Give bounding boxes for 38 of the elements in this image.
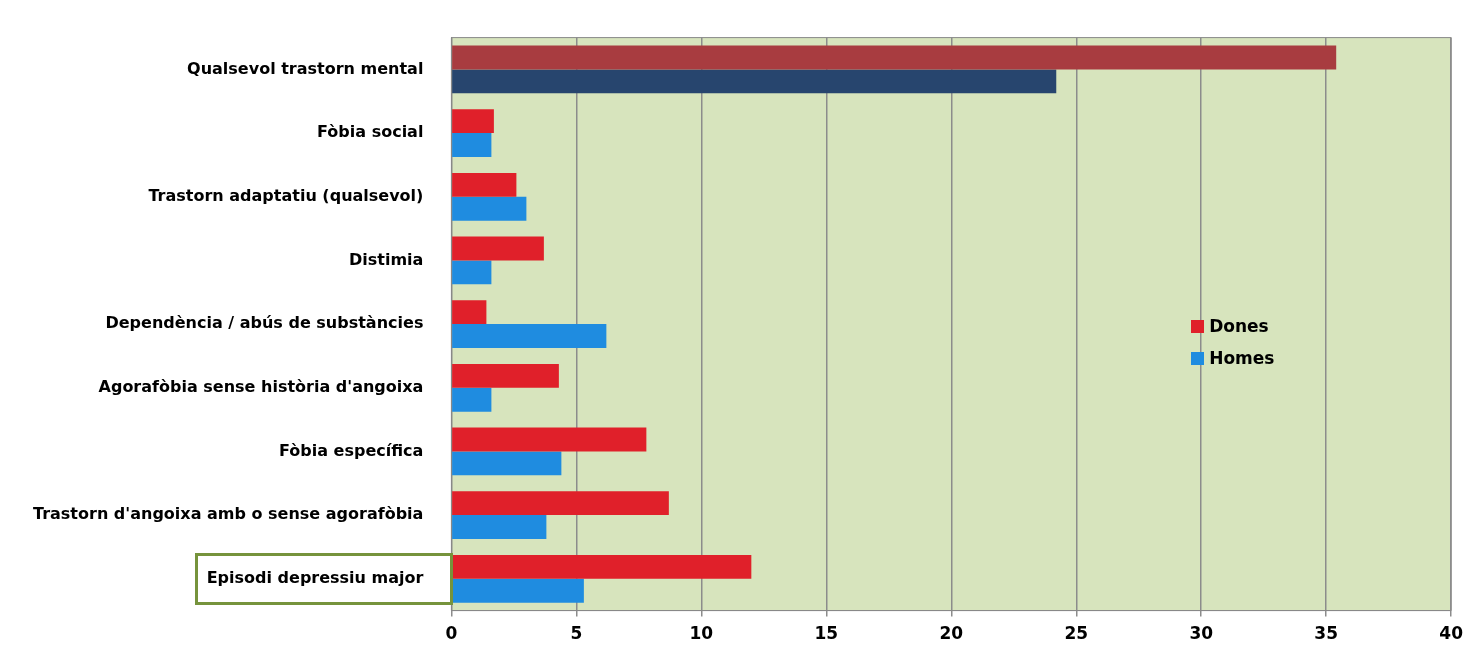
bar [452, 387, 492, 412]
y-tick-label: Qualsevol trastorn mental [187, 58, 424, 78]
bar [452, 300, 487, 325]
bar [452, 427, 647, 452]
bar [452, 324, 607, 348]
legend-label: Homes [1208, 348, 1275, 369]
bar [452, 109, 494, 134]
y-tick-label: Dependència / abús de substàncies [105, 313, 424, 333]
bar [452, 196, 527, 221]
x-tick-label: 40 [1439, 623, 1464, 644]
legend-label: Dones [1208, 316, 1270, 337]
bar [452, 578, 584, 603]
x-tick-label: 20 [939, 623, 964, 644]
y-tick-label: Episodi depressiu major [206, 567, 424, 587]
bar [452, 491, 669, 516]
bar [452, 260, 492, 285]
y-tick-label: Fòbia específica [279, 440, 424, 460]
bar [452, 515, 547, 539]
bar [452, 554, 752, 579]
y-tick-label: Trastorn d'angoixa amb o sense agorafòbia [32, 504, 424, 524]
y-tick-label: Trastorn adaptatiu (qualsevol) [148, 185, 424, 205]
bar [452, 363, 559, 388]
x-tick-label: 25 [1064, 623, 1089, 644]
x-tick-label: 15 [814, 623, 839, 644]
x-tick-label: 30 [1189, 623, 1214, 644]
x-tick-label: 0 [445, 623, 458, 644]
y-tick-label: Distimia [349, 249, 424, 269]
bar [452, 236, 544, 261]
bar [452, 172, 517, 197]
y-tick-label: Fòbia social [317, 122, 424, 142]
bar [452, 133, 492, 157]
bar [452, 45, 1337, 70]
bar [452, 69, 1057, 94]
bar [452, 451, 562, 476]
x-tick-label: 35 [1314, 623, 1339, 644]
x-tick-label: 10 [689, 623, 714, 644]
y-tick-label: Agorafòbia sense història d'angoixa [98, 376, 424, 396]
x-tick-label: 5 [570, 623, 583, 644]
